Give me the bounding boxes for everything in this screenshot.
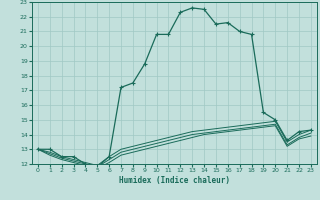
X-axis label: Humidex (Indice chaleur): Humidex (Indice chaleur) bbox=[119, 176, 230, 185]
